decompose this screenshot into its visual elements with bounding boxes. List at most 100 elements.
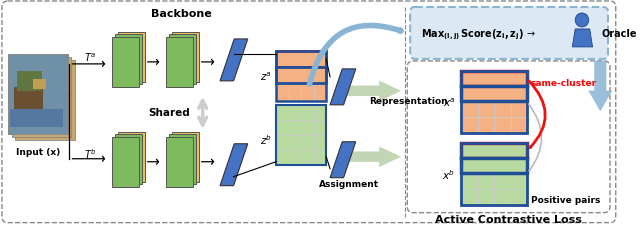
Bar <box>477 102 494 118</box>
Bar <box>289 120 301 135</box>
Bar <box>118 132 145 182</box>
Bar <box>15 61 76 140</box>
Bar <box>477 72 494 87</box>
Bar <box>314 135 326 150</box>
Bar <box>301 150 314 165</box>
Polygon shape <box>572 30 593 48</box>
Text: Input (x): Input (x) <box>15 147 60 156</box>
Bar <box>112 137 139 187</box>
Bar <box>289 85 301 101</box>
Bar <box>511 143 527 159</box>
Circle shape <box>575 14 589 28</box>
Bar <box>289 105 301 120</box>
Bar <box>477 189 494 205</box>
Text: $x^b$: $x^b$ <box>442 167 456 181</box>
Bar <box>494 189 511 205</box>
Bar <box>511 102 527 118</box>
Bar <box>8 55 68 134</box>
Bar <box>511 72 527 87</box>
Bar <box>166 38 193 88</box>
Bar <box>289 52 301 68</box>
Bar <box>301 68 314 85</box>
Bar <box>276 52 326 101</box>
Bar <box>115 35 142 85</box>
Polygon shape <box>330 70 356 105</box>
Text: same-cluster: same-cluster <box>531 79 597 88</box>
Text: Oracle: Oracle <box>601 29 637 39</box>
Bar <box>477 143 494 159</box>
FancyBboxPatch shape <box>2 2 616 223</box>
Bar <box>477 87 494 102</box>
FancyArrowPatch shape <box>529 81 545 148</box>
Bar <box>17 72 42 91</box>
Bar <box>10 109 63 127</box>
Bar <box>289 135 301 150</box>
Polygon shape <box>589 62 612 111</box>
Bar <box>461 72 527 86</box>
Bar <box>115 135 142 184</box>
Bar <box>276 120 289 135</box>
Bar <box>301 52 314 68</box>
Polygon shape <box>330 142 356 178</box>
Bar <box>494 87 511 102</box>
Bar <box>461 159 477 174</box>
Text: $T^a$: $T^a$ <box>84 52 97 64</box>
Bar <box>276 52 289 68</box>
Text: $x^a$: $x^a$ <box>443 96 456 108</box>
Bar <box>301 135 314 150</box>
Bar <box>511 189 527 205</box>
Bar <box>289 68 301 85</box>
Text: $\mathbf{Max_{(i,j)}\,Score(z_i, z_j)}$$\,\rightarrow$: $\mathbf{Max_{(i,j)}\,Score(z_i, z_j)}$$… <box>420 28 536 42</box>
Bar <box>314 85 326 101</box>
Bar <box>276 135 289 150</box>
Bar <box>169 35 196 85</box>
Bar <box>461 86 527 101</box>
Text: Active Contrastive Loss: Active Contrastive Loss <box>435 214 582 224</box>
Bar <box>314 120 326 135</box>
Bar <box>461 143 527 205</box>
Bar <box>112 38 139 88</box>
Bar <box>276 105 326 165</box>
Bar <box>477 174 494 189</box>
Bar <box>15 88 44 115</box>
Bar <box>276 68 326 83</box>
Bar <box>494 118 511 133</box>
FancyArrowPatch shape <box>310 26 401 85</box>
Bar <box>276 105 289 120</box>
FancyBboxPatch shape <box>407 62 610 213</box>
Bar <box>511 159 527 174</box>
Bar <box>8 55 68 134</box>
Bar <box>511 174 527 189</box>
Text: $z^b$: $z^b$ <box>260 132 272 146</box>
Text: Shared: Shared <box>148 107 190 117</box>
Bar <box>477 159 494 174</box>
Bar <box>276 150 289 165</box>
Bar <box>494 174 511 189</box>
Bar <box>118 33 145 83</box>
Bar <box>461 189 477 205</box>
Polygon shape <box>220 144 248 186</box>
Text: Representation: Representation <box>369 97 447 106</box>
Bar <box>461 143 527 158</box>
Bar <box>276 52 326 68</box>
Text: Positive pairs: Positive pairs <box>531 195 600 204</box>
Bar <box>511 118 527 133</box>
Bar <box>301 85 314 101</box>
Bar <box>494 143 511 159</box>
Text: Assignment: Assignment <box>319 179 380 188</box>
Bar <box>314 150 326 165</box>
Bar <box>461 72 527 133</box>
Bar <box>33 79 46 90</box>
Bar <box>494 102 511 118</box>
Bar <box>172 132 199 182</box>
Bar <box>289 150 301 165</box>
Bar <box>494 159 511 174</box>
Text: Backbone: Backbone <box>151 9 212 19</box>
Bar <box>166 137 193 187</box>
Bar <box>461 158 527 173</box>
Bar <box>314 68 326 85</box>
Bar <box>461 102 477 118</box>
FancyArrowPatch shape <box>529 105 541 171</box>
Bar <box>461 72 477 87</box>
Polygon shape <box>220 40 248 81</box>
